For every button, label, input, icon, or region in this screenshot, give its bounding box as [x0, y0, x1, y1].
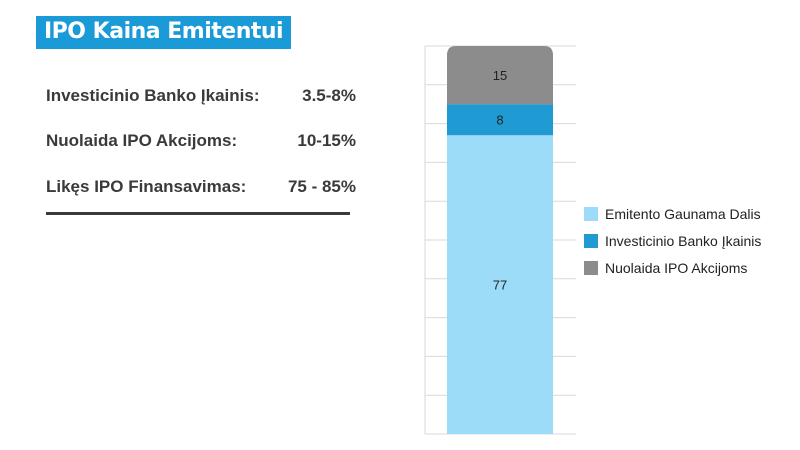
bar-segment [447, 104, 553, 136]
bar-segment [447, 135, 553, 435]
data-label: 77 [493, 278, 507, 293]
legend-item-nuolaida: Nuolaida IPO Akcijoms [584, 254, 761, 281]
info-value: 10-15% [297, 131, 356, 150]
data-label: 15 [493, 68, 507, 83]
info-value: 75 - 85% [287, 177, 356, 196]
info-label: Likęs IPO Finansavimas: [46, 177, 247, 196]
legend-item-emitento: Emitento Gaunama Dalis [584, 200, 761, 227]
legend-item-bankas: Investicinio Banko Įkainis [584, 227, 761, 254]
info-label: Investicinio Banko Įkainis: [46, 86, 260, 105]
legend-swatch [584, 260, 598, 275]
legend-swatch [584, 233, 598, 248]
data-label: 8 [496, 113, 503, 128]
legend-label: Nuolaida IPO Akcijoms [605, 259, 748, 276]
bar-segment [447, 46, 553, 105]
chart-legend: Emitento Gaunama Dalis Investicinio Bank… [584, 200, 761, 281]
divider-line [46, 212, 350, 215]
info-label: Nuolaida IPO Akcijoms: [46, 131, 238, 150]
legend-swatch [584, 206, 598, 221]
legend-label: Investicinio Banko Įkainis [605, 232, 762, 249]
page-title: IPO Kaina Emitentui [36, 16, 292, 49]
info-value: 3.5-8% [302, 86, 356, 105]
legend-label: Emitento Gaunama Dalis [605, 205, 761, 222]
